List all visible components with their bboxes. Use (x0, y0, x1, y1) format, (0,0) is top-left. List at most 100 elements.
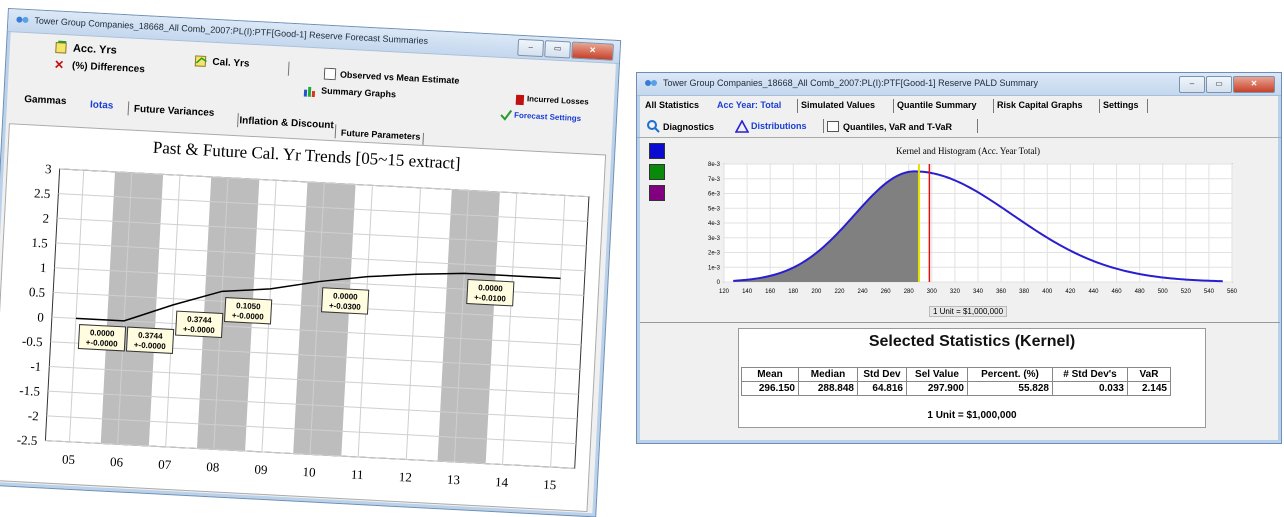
observed-checkbox[interactable] (323, 67, 337, 81)
tab-acc-year-total[interactable]: Acc Year: Total (717, 100, 782, 110)
y-tick-label: 3 (45, 161, 52, 176)
summary-graphs-icon (303, 86, 316, 98)
stats-header: Sel Value (906, 367, 968, 382)
stats-num-std-devs: 0.033 (1052, 381, 1128, 396)
stats-percentile: 55.828 (967, 381, 1053, 396)
tab-settings[interactable]: Settings (1103, 100, 1139, 110)
grid-line (405, 187, 422, 460)
x-tick-label: 280 (904, 289, 915, 295)
tab-gammas[interactable]: Gammas (23, 93, 67, 108)
x-tick-label: 10 (302, 464, 316, 480)
incurred-losses-button[interactable]: Incurred Losses (526, 94, 589, 107)
stats-sel-value[interactable]: 297.900 (906, 381, 968, 396)
stats-std-dev: 64.816 (857, 381, 907, 396)
acc-yrs-button[interactable]: Acc. Yrs (72, 42, 118, 57)
minimize-button[interactable]: – (517, 38, 545, 58)
minimize-button[interactable]: – (1179, 76, 1205, 93)
tab-inflation-discount[interactable]: Inflation & Discount (239, 115, 335, 132)
tab-future-parameters[interactable]: Future Parameters (340, 127, 421, 142)
x-tick-label: 12 (398, 469, 412, 485)
y-tick-label: -2 (27, 408, 39, 424)
trend-chart: 3 2.5 2 1.5 1 0.5 0 -0.5 -1 -1.5 -2 -2.5 05 06 07 08 09 1… (16, 161, 590, 493)
annotation-error: +-0.0300 (329, 301, 362, 312)
tab-simulated-values[interactable]: Simulated Values (801, 100, 876, 110)
close-button[interactable]: ✕ (571, 41, 614, 61)
x-tick-label: 480 (1135, 289, 1146, 295)
shaded-band (437, 189, 500, 464)
stats-var: 2.145 (1127, 381, 1171, 396)
kernel-chart: 120 140 160 180 200 220 240 260 280 300 320 340 360 3… (708, 162, 1238, 295)
chart-panel: Past & Future Cal. Yr Trends [05~15 extr… (0, 123, 607, 513)
histogram-fill (733, 171, 919, 282)
title-bar[interactable]: Tower Group Companies_18668_All Comb_200… (637, 73, 1281, 96)
summary-graphs-button[interactable]: Summary Graphs (320, 85, 397, 100)
x-tick-label: 07 (158, 457, 172, 473)
x-tick-label: 13 (447, 472, 461, 488)
annotation-box: 0.3744+-0.0000 (175, 310, 224, 338)
y-tick-label: 1e-3 (708, 265, 721, 271)
annotation-box: 0.1050+-0.0000 (223, 297, 273, 325)
maximize-button[interactable]: ▭ (544, 40, 572, 59)
observed-vs-mean-button[interactable]: Observed vs Mean Estimate (339, 69, 460, 86)
x-tick-label: 200 (811, 289, 822, 295)
x-tick-label: 520 (1181, 289, 1192, 295)
x-tick-label: 05 (62, 451, 76, 467)
x-tick-label: 560 (1227, 289, 1238, 295)
y-tick-label: -0.5 (22, 333, 43, 349)
y-tick-label: 2.5 (34, 185, 51, 201)
tab-risk-capital-graphs[interactable]: Risk Capital Graphs (997, 100, 1083, 110)
kernel-curve (733, 170, 1223, 283)
stats-heading: Selected Statistics (Kernel) (868, 333, 1076, 350)
x-tick-label: 120 (719, 289, 730, 295)
y-tick-label: 5e-3 (708, 206, 721, 212)
series-swatch-green[interactable] (649, 164, 665, 180)
stats-table: Mean Median Std Dev Sel Value Percent. (… (741, 367, 1171, 396)
tab-iotas[interactable]: Iotas (89, 99, 114, 112)
stats-mean: 296.150 (741, 381, 799, 396)
y-tick-label: 2 (42, 211, 49, 226)
x-tick-label: 300 (927, 289, 938, 295)
x-tick-label: 08 (206, 459, 220, 475)
grid-line (550, 195, 566, 468)
y-tick-label: 0 (717, 280, 721, 286)
x-tick-label: 14 (495, 474, 509, 490)
cal-yrs-button[interactable]: Cal. Yrs (212, 56, 250, 70)
selected-statistics-panel: Selected Statistics (Kernel) Mean Median… (738, 328, 1206, 428)
tab-quantile-summary[interactable]: Quantile Summary (897, 100, 977, 110)
window-title: Tower Group Companies_18668_All Comb_200… (663, 78, 1039, 88)
differences-button[interactable]: (%) Differences (71, 60, 146, 76)
forecast-settings-button[interactable]: Forecast Settings (513, 110, 582, 124)
x-tick-label: 340 (973, 289, 984, 295)
subtab-quantiles-var[interactable]: Quantiles, VaR and T-VaR (843, 122, 953, 132)
app-icon (16, 16, 29, 23)
annotation-value: 0.0000 (478, 283, 503, 293)
x-tick-label: 540 (1204, 289, 1215, 295)
annotation-value: 0.0000 (90, 328, 115, 338)
x-tick-label: 180 (788, 289, 799, 295)
x-tick-label: 11 (351, 467, 364, 483)
maximize-button[interactable]: ▭ (1206, 76, 1232, 93)
annotation-value: 0.3744 (187, 315, 212, 325)
x-tick-label: 240 (858, 289, 869, 295)
annotation-error: +-0.0000 (134, 340, 167, 351)
series-swatch-blue[interactable] (649, 143, 665, 159)
tab-all-statistics[interactable]: All Statistics (645, 100, 700, 110)
annotation-value: 0.3744 (138, 331, 163, 341)
x-tick-label: 15 (543, 477, 557, 493)
title-bar[interactable]: Tower Group Companies_18668_All Comb_200… (7, 9, 621, 65)
kernel-chart-panel: Kernel and Histogram (Acc. Year Total) 1… (676, 140, 1260, 320)
differences-icon: ✕ (53, 57, 65, 73)
close-button[interactable]: ✕ (1233, 76, 1275, 93)
series-swatch-purple[interactable] (649, 185, 665, 201)
x-tick-label: 260 (881, 289, 892, 295)
annotation-box: 0.3744+-0.0000 (125, 326, 175, 354)
stats-header: Mean (741, 367, 799, 382)
forecast-settings-icon (500, 109, 513, 121)
x-tick-label: 440 (1088, 289, 1099, 295)
subtab-distributions[interactable]: Distributions (751, 121, 807, 131)
x-tick-label: 06 (110, 454, 124, 470)
acc-yrs-icon (55, 40, 67, 54)
grid-line (502, 192, 518, 465)
tab-future-variances[interactable]: Future Variances (133, 103, 215, 119)
subtab-diagnostics[interactable]: Diagnostics (663, 122, 715, 132)
